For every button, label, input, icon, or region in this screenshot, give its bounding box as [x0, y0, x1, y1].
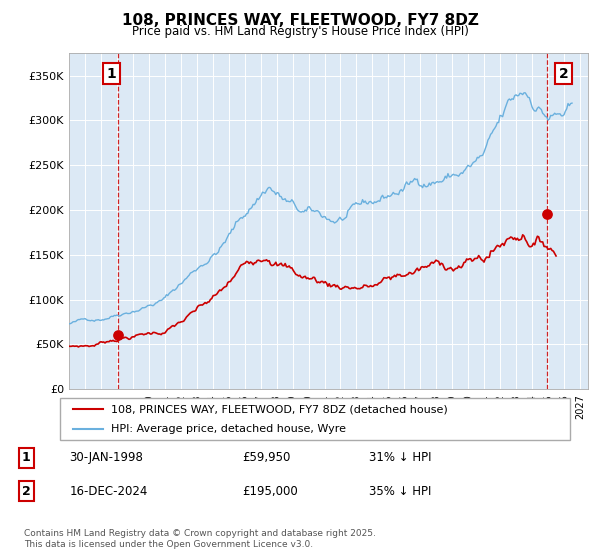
Point: [542, 210, 552, 219]
FancyBboxPatch shape: [60, 398, 570, 440]
Text: 1: 1: [22, 451, 31, 464]
Text: 2: 2: [22, 485, 31, 498]
Text: HPI: Average price, detached house, Wyre: HPI: Average price, detached house, Wyre: [111, 424, 346, 434]
Text: 108, PRINCES WAY, FLEETWOOD, FY7 8DZ (detached house): 108, PRINCES WAY, FLEETWOOD, FY7 8DZ (de…: [111, 404, 448, 414]
Text: 1: 1: [107, 67, 116, 81]
Point: [113, 331, 123, 340]
Text: 35% ↓ HPI: 35% ↓ HPI: [369, 485, 431, 498]
Text: Price paid vs. HM Land Registry's House Price Index (HPI): Price paid vs. HM Land Registry's House …: [131, 25, 469, 38]
Text: 31% ↓ HPI: 31% ↓ HPI: [369, 451, 431, 464]
Text: 108, PRINCES WAY, FLEETWOOD, FY7 8DZ: 108, PRINCES WAY, FLEETWOOD, FY7 8DZ: [122, 13, 478, 29]
Text: 30-JAN-1998: 30-JAN-1998: [70, 451, 143, 464]
Text: 16-DEC-2024: 16-DEC-2024: [70, 485, 148, 498]
Text: 2: 2: [559, 67, 568, 81]
Text: Contains HM Land Registry data © Crown copyright and database right 2025.
This d: Contains HM Land Registry data © Crown c…: [24, 529, 376, 549]
Text: £195,000: £195,000: [242, 485, 298, 498]
Text: £59,950: £59,950: [242, 451, 291, 464]
